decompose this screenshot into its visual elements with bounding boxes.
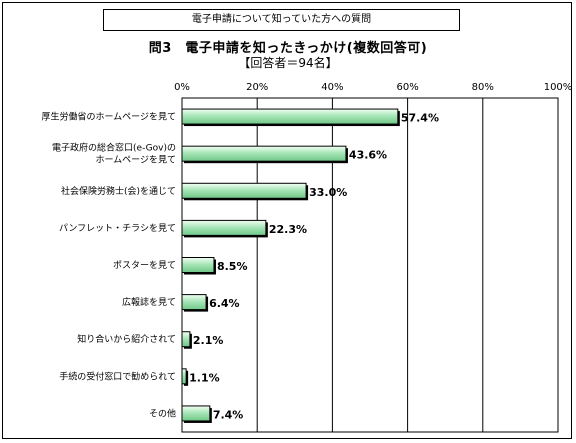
- value-label: 33.0%: [309, 186, 347, 199]
- value-label: 6.4%: [209, 297, 240, 310]
- category-label: 電子政府の総合窓口(e-Gov)のホームページを見て: [52, 142, 176, 166]
- x-tick-label: 0%: [174, 82, 190, 93]
- value-label: 8.5%: [217, 260, 248, 273]
- category-label: ポスターを見て: [113, 260, 176, 271]
- value-label: 1.1%: [189, 371, 220, 384]
- x-tick-label: 60%: [396, 82, 418, 93]
- category-label: その他: [149, 407, 176, 419]
- category-label: 社会保険労務士(会)を通じて: [61, 185, 176, 197]
- category-label: 広報誌を見て: [122, 296, 176, 308]
- category-label: 手続の受付窓口で勧められて: [59, 370, 176, 382]
- value-label: 7.4%: [213, 408, 244, 421]
- bar: [181, 294, 207, 311]
- bar: [181, 219, 267, 236]
- bar: [181, 368, 187, 385]
- x-tick-label: 100%: [544, 82, 573, 93]
- chart-subtitle: 【回答者＝94名】: [238, 56, 338, 70]
- x-tick-label: 20%: [246, 82, 268, 93]
- bar: [181, 257, 215, 273]
- bar: [181, 145, 347, 162]
- x-tick-label: 80%: [472, 82, 494, 93]
- value-label: 43.6%: [349, 149, 387, 162]
- bar: [181, 182, 307, 199]
- value-label: 57.4%: [401, 112, 439, 125]
- chart-title: 問3 電子申請を知ったきっかけ(複数回答可): [148, 41, 428, 56]
- bar: [181, 331, 191, 348]
- value-label: 2.1%: [193, 334, 224, 347]
- category-label: パンフレット・チラシを見て: [59, 223, 176, 234]
- bar: [181, 405, 211, 422]
- question-banner: 電子申請について知っていた方への質問: [103, 9, 460, 31]
- value-label: 22.3%: [269, 223, 307, 236]
- category-label: 厚生労働省のホームページを見て: [41, 111, 176, 123]
- category-label: 知り合いから紹介されて: [77, 333, 176, 345]
- x-tick-label: 40%: [321, 82, 343, 93]
- bar: [181, 108, 399, 125]
- chart-frame: [2, 2, 572, 439]
